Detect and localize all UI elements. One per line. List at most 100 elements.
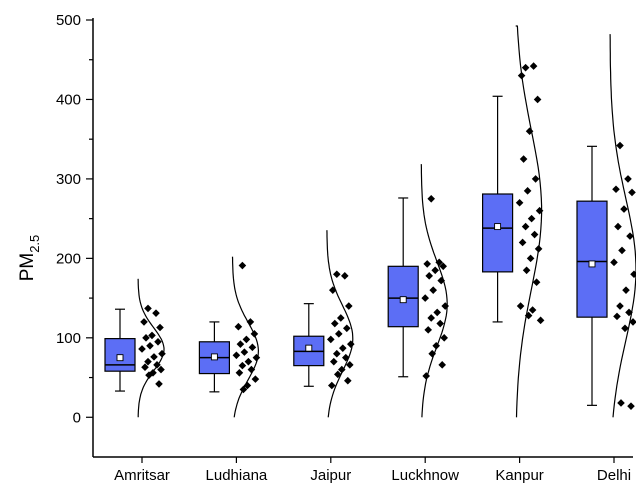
data-point: [146, 341, 154, 350]
data-point: [424, 326, 432, 334]
data-point: [346, 361, 354, 369]
data-point: [337, 314, 345, 322]
y-tick-label: 500: [56, 12, 81, 29]
data-point: [516, 302, 525, 310]
x-tick-label: Ludhiana: [206, 467, 268, 484]
data-point: [429, 286, 437, 294]
data-point: [333, 349, 341, 358]
data-point: [629, 318, 636, 326]
data-point: [149, 368, 157, 377]
x-tick-label: Luckhnow: [391, 467, 459, 484]
y-axis-title-subscript: 2.5: [27, 235, 42, 253]
distribution-curve: [609, 34, 636, 418]
data-point: [240, 348, 249, 356]
data-point: [244, 357, 253, 366]
data-point: [625, 308, 633, 317]
data-point: [521, 63, 530, 72]
data-point: [428, 349, 436, 358]
series-ludhiana: [198, 256, 261, 418]
data-point: [329, 286, 337, 294]
data-point: [533, 95, 542, 104]
data-point: [342, 353, 350, 362]
data-point: [145, 371, 153, 379]
data-point: [140, 318, 148, 326]
data-point: [331, 319, 339, 328]
data-point: [628, 188, 636, 197]
plot-area: [104, 25, 636, 418]
data-point: [425, 272, 433, 280]
data-point: [536, 316, 545, 325]
data-point: [333, 270, 341, 279]
data-point: [156, 323, 164, 332]
mean-marker: [305, 344, 313, 352]
data-point: [519, 155, 528, 163]
series-amritsar: [104, 278, 166, 418]
data-point: [438, 361, 446, 369]
x-tick-label: Amritsar: [114, 467, 170, 484]
distribution-curve: [137, 278, 165, 418]
data-point: [433, 308, 441, 317]
data-point: [621, 324, 629, 333]
data-point: [141, 363, 149, 372]
data-point: [612, 185, 620, 194]
data-point: [515, 198, 524, 207]
data-point: [427, 314, 435, 322]
data-point: [153, 361, 161, 369]
mean-marker: [494, 223, 502, 231]
data-point: [236, 340, 245, 348]
distribution-curve: [515, 25, 543, 418]
mean-marker: [116, 354, 124, 362]
data-point: [518, 238, 527, 247]
data-point: [431, 266, 439, 275]
data-point: [247, 365, 256, 374]
y-tick-label: 100: [56, 330, 81, 347]
x-tick-label: Kanpur: [495, 467, 543, 484]
data-point: [144, 357, 152, 366]
data-point: [618, 246, 626, 255]
data-point: [338, 365, 346, 374]
data-point: [614, 222, 622, 231]
data-point: [528, 306, 537, 314]
data-point: [154, 337, 162, 346]
data-point: [142, 334, 150, 342]
y-tick-label: 300: [56, 171, 81, 188]
data-point: [435, 258, 443, 267]
data-point: [535, 206, 544, 215]
data-point: [335, 330, 343, 338]
data-point: [532, 278, 541, 286]
data-point: [616, 302, 624, 310]
data-point: [617, 399, 625, 407]
data-point: [251, 375, 260, 383]
data-point: [248, 343, 257, 352]
series-jaipur: [293, 230, 355, 418]
data-point: [624, 175, 632, 183]
data-point: [432, 341, 440, 350]
data-point: [522, 266, 531, 275]
data-point: [155, 380, 163, 388]
y-tick-label: 0: [73, 409, 81, 426]
y-tick-label: 200: [56, 250, 81, 267]
data-point: [613, 312, 621, 321]
data-point: [530, 230, 539, 239]
data-point: [341, 272, 349, 280]
data-point: [232, 351, 241, 360]
data-point: [138, 345, 146, 353]
data-point: [344, 376, 352, 385]
distribution-curve: [420, 164, 448, 418]
box: [576, 200, 608, 318]
data-point: [441, 302, 449, 310]
data-point: [157, 365, 165, 374]
distribution-curve: [326, 230, 354, 418]
data-point: [238, 361, 247, 370]
data-point: [531, 175, 540, 183]
data-point: [439, 262, 447, 271]
data-point: [330, 357, 338, 366]
mean-marker: [210, 353, 218, 361]
distribution-curve: [231, 256, 260, 418]
data-point: [421, 294, 429, 302]
data-point: [328, 381, 336, 390]
x-tick-label: Delhi: [597, 467, 631, 484]
data-point: [610, 258, 618, 267]
